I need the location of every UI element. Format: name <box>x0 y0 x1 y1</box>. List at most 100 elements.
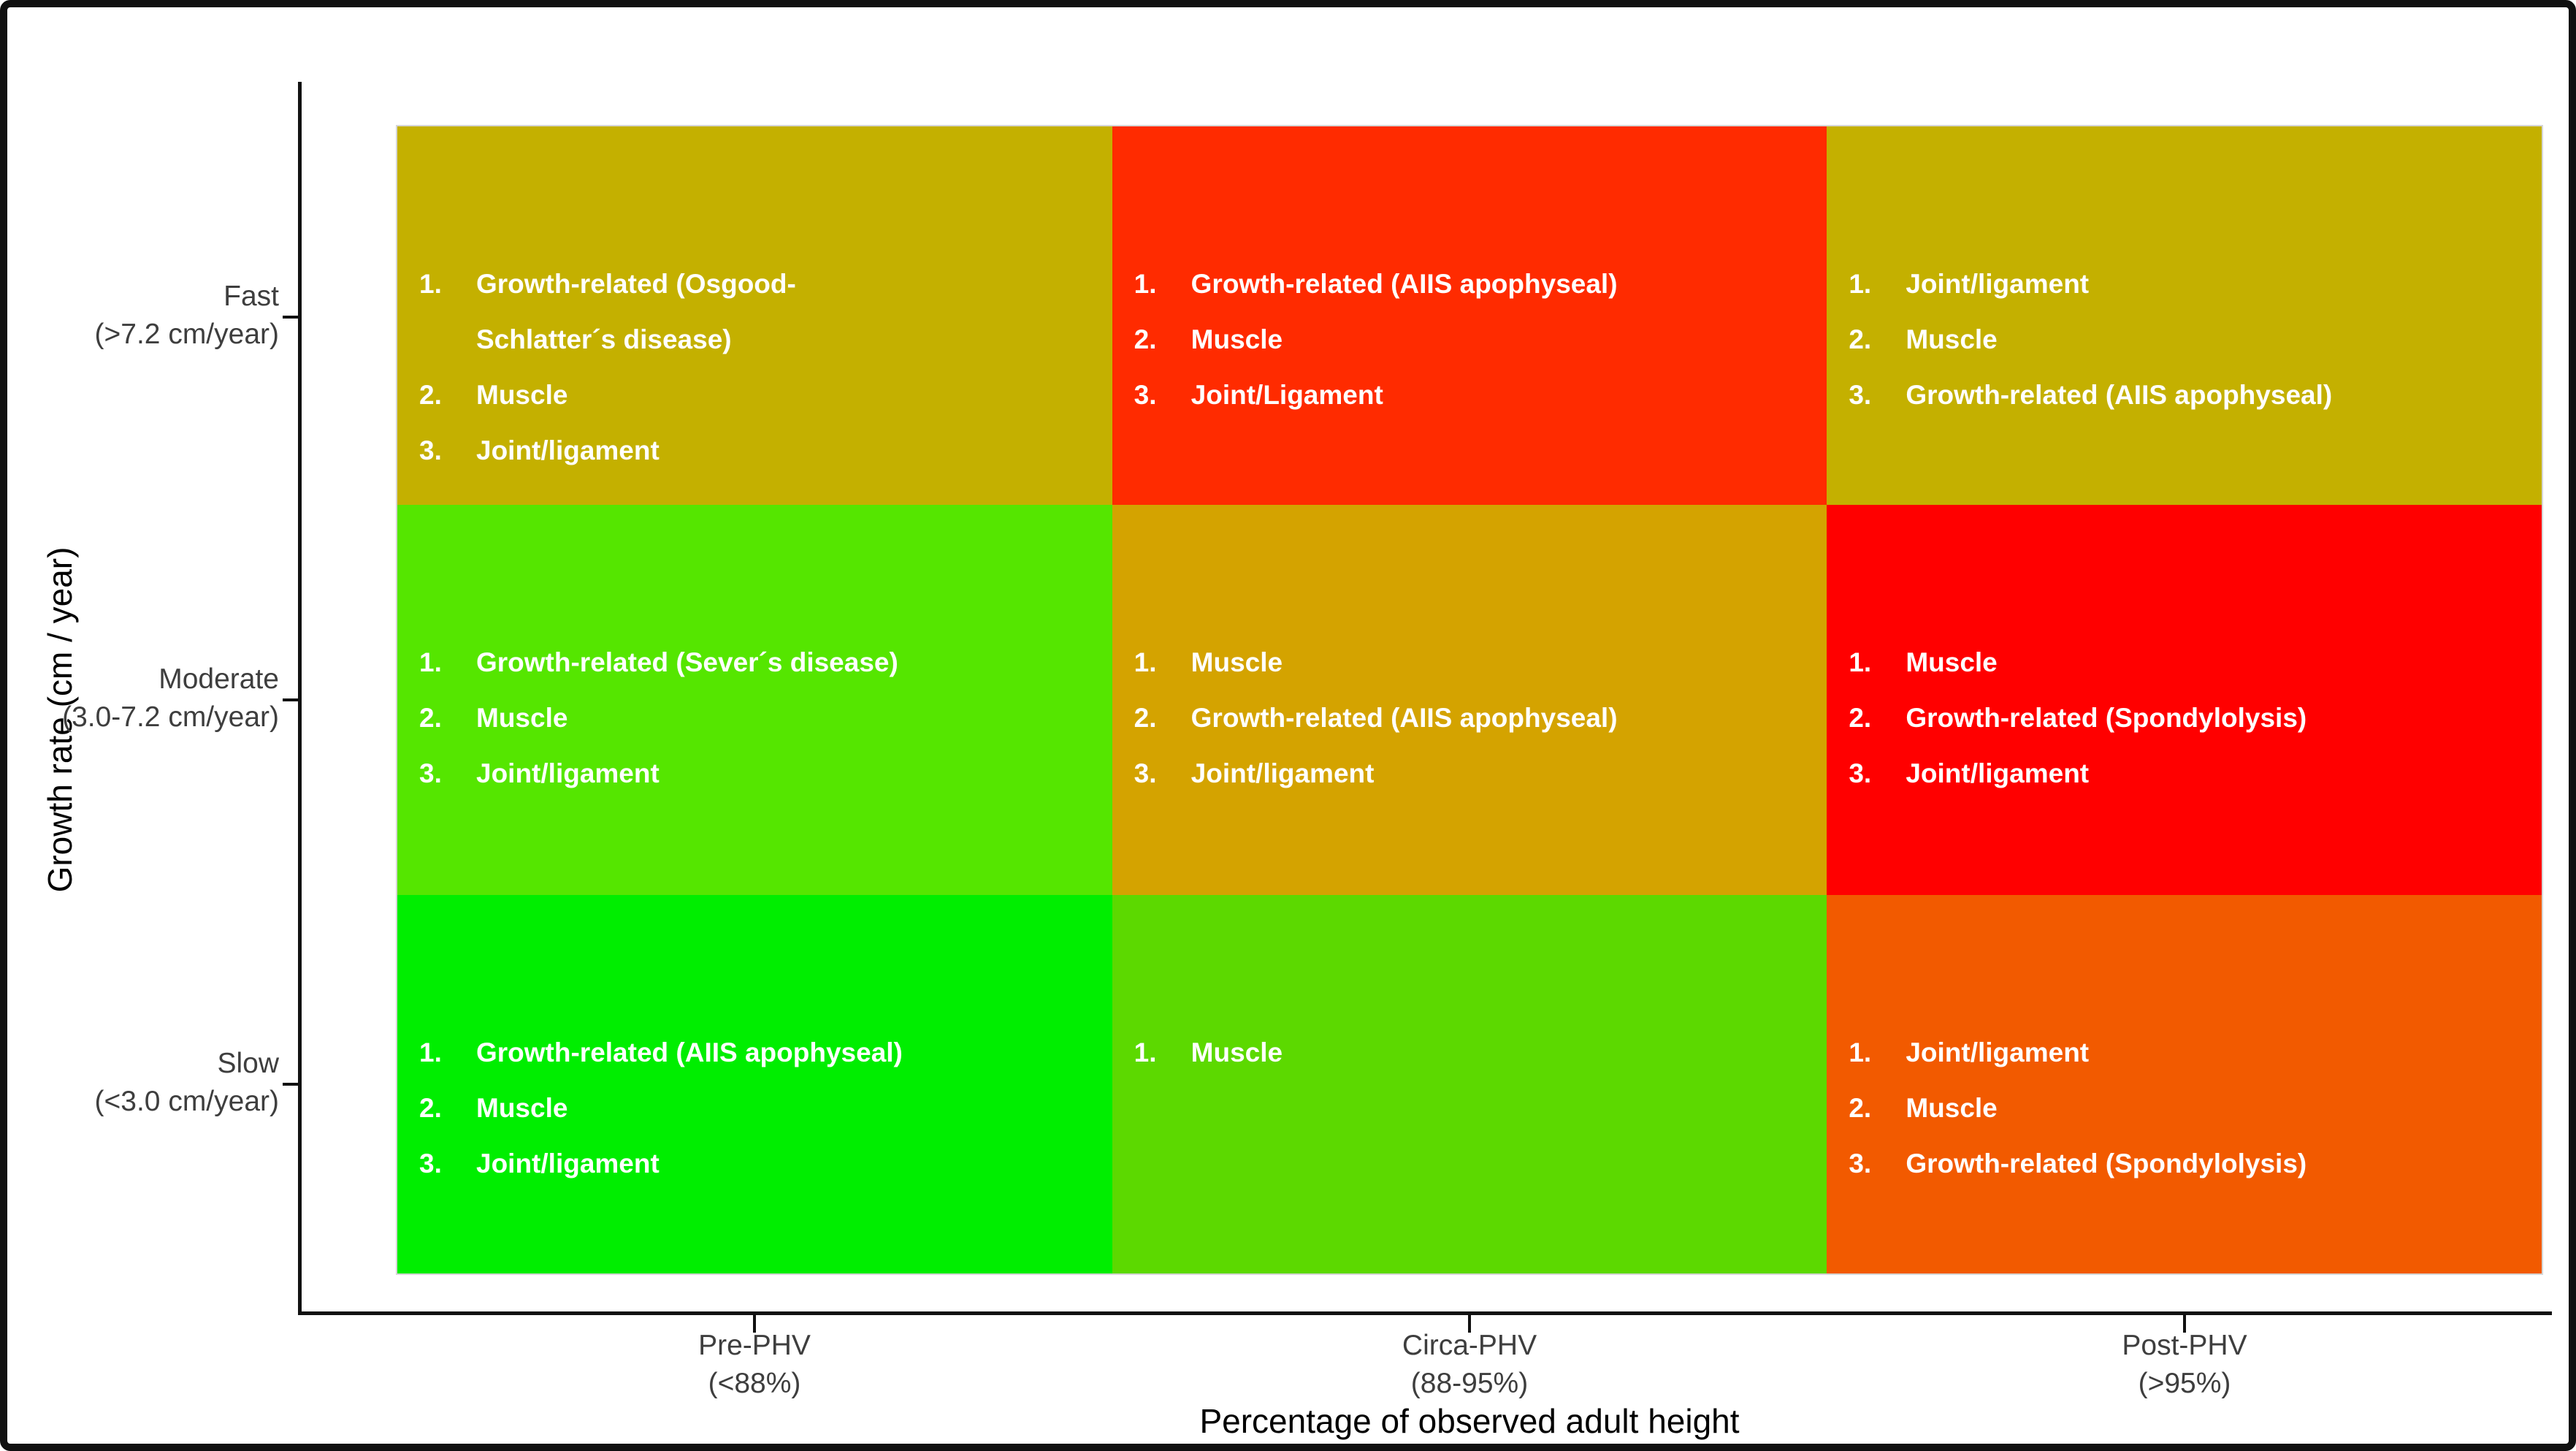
injury-list: 1. Growth-related (Sever´s disease) 2. Musc… <box>419 635 1099 801</box>
list-item-text: Muscle <box>1190 647 1283 678</box>
y-tick-label: Moderate (3.0-7.2 cm/year) <box>62 663 279 733</box>
list-item: 1. Growth-related (Osgood- Schlatter´s dis… <box>419 256 1099 367</box>
list-item-text: Joint/ligament <box>476 435 660 465</box>
list-item-text: Muscle <box>1190 324 1283 354</box>
list-item: 3. Joint/ligament <box>419 746 1099 801</box>
list-item-number: 1. <box>1134 647 1157 678</box>
list-item: 1. Muscle <box>1134 1025 1814 1081</box>
injury-list: 1. Muscle 2. Growth-related (Spondylolysis)… <box>1849 635 2529 801</box>
list-item-number: 2. <box>419 1092 442 1123</box>
list-item: 3. Joint/ligament <box>1849 746 2529 801</box>
matrix-cell: 1. Muscle <box>1112 894 1827 1273</box>
list-item-number: 3. <box>419 758 442 789</box>
matrix-grid: 1. Growth-related (Osgood- Schlatter´s dis… <box>396 125 2543 1275</box>
list-item: 2. Muscle <box>1849 312 2529 367</box>
list-item-number: 1. <box>1849 1037 1872 1067</box>
list-item-text: Growth-related (AIIS apophyseal) <box>1190 269 1618 299</box>
matrix-cell: 1. Growth-related (AIIS apophyseal) 2. Musc… <box>1112 126 1827 506</box>
list-item-text: Joint/ligament <box>1906 758 2090 789</box>
x-tick-label: Pre-PHV (<88%) <box>698 1330 811 1399</box>
list-item-text: Growth-related (AIIS apophyseal) <box>1190 703 1618 734</box>
list-item: 3. Joint/ligament <box>1134 746 1814 801</box>
list-item-text: Muscle <box>1906 1092 1998 1123</box>
matrix-cell: 1. Muscle 2. Growth-related (AIIS apophysea… <box>1112 505 1827 895</box>
list-item-number: 3. <box>419 1148 442 1178</box>
list-item-text: Joint/ligament <box>1190 758 1375 789</box>
list-item-text: Growth-related (Osgood- Schlatter´s disea… <box>476 269 796 354</box>
list-item-number: 1. <box>419 269 442 299</box>
list-item: 2. Growth-related (Spondylolysis) <box>1849 690 2529 746</box>
list-item: 3. Joint/ligament <box>419 423 1099 479</box>
list-item-number: 2. <box>1849 703 1872 734</box>
list-item-number: 1. <box>1849 269 1872 299</box>
list-item-number: 1. <box>419 1037 442 1067</box>
list-item-number: 1. <box>1134 269 1157 299</box>
list-item-number: 2. <box>419 703 442 734</box>
list-item-text: Muscle <box>476 1092 568 1123</box>
list-item: 1. Growth-related (AIIS apophyseal) <box>419 1025 1099 1081</box>
y-tick-mark <box>283 316 299 319</box>
list-item: 2. Muscle <box>419 690 1099 746</box>
list-item-number: 2. <box>1849 1092 1872 1123</box>
list-item-text: Muscle <box>476 703 568 734</box>
list-item: 2. Muscle <box>1849 1081 2529 1136</box>
list-item-number: 2. <box>1134 324 1157 354</box>
list-item: 3. Joint/Ligament <box>1134 367 1814 423</box>
matrix-cell: 1. Growth-related (AIIS apophyseal) 2. Musc… <box>397 894 1112 1273</box>
matrix-cell: 1. Growth-related (Sever´s disease) 2. Musc… <box>397 505 1112 895</box>
list-item: 2. Muscle <box>1134 312 1814 367</box>
injury-list: 1. Growth-related (AIIS apophyseal) 2. Musc… <box>1134 256 1814 423</box>
matrix-cell: 1. Joint/ligament 2. Muscle 3. Growth-related… <box>1827 894 2542 1273</box>
list-item: 3. Joint/ligament <box>419 1136 1099 1192</box>
injury-list: 1. Muscle <box>1134 1025 1814 1081</box>
list-item: 2. Muscle <box>419 1081 1099 1136</box>
list-item-text: Growth-related (Spondylolysis) <box>1906 1148 2307 1178</box>
list-item: 1. Growth-related (Sever´s disease) <box>419 635 1099 690</box>
x-tick-mark <box>2183 1314 2186 1333</box>
list-item: 1. Growth-related (AIIS apophyseal) <box>1134 256 1814 312</box>
list-item-number: 1. <box>419 647 442 678</box>
list-item-text: Muscle <box>1190 1037 1283 1067</box>
x-axis-line <box>298 1311 2552 1315</box>
injury-list: 1. Joint/ligament 2. Muscle 3. Growth-related… <box>1849 1025 2529 1192</box>
x-tick-label: Post-PHV (>95%) <box>2122 1330 2247 1399</box>
y-tick-label: Fast (>7.2 cm/year) <box>94 281 280 350</box>
x-tick-mark <box>753 1314 756 1333</box>
x-tick-label: Circa-PHV (88-95%) <box>1402 1330 1537 1399</box>
list-item-number: 3. <box>1849 380 1872 410</box>
list-item-text: Joint/ligament <box>476 1148 660 1178</box>
list-item-number: 3. <box>1134 758 1157 789</box>
matrix-cell: 1. Muscle 2. Growth-related (Spondylolysis)… <box>1827 505 2542 895</box>
list-item: 1. Joint/ligament <box>1849 256 2529 312</box>
list-item-number: 3. <box>1849 1148 1872 1178</box>
list-item: 2. Growth-related (AIIS apophyseal) <box>1134 690 1814 746</box>
list-item-text: Joint/ligament <box>1906 1037 2090 1067</box>
list-item-text: Muscle <box>1906 324 1998 354</box>
list-item-number: 1. <box>1849 647 1872 678</box>
list-item-number: 3. <box>1849 758 1872 789</box>
list-item-number: 2. <box>419 380 442 410</box>
list-item: 1. Muscle <box>1849 635 2529 690</box>
list-item-text: Growth-related (AIIS apophyseal) <box>476 1037 903 1067</box>
list-item-text: Joint/ligament <box>476 758 660 789</box>
x-axis-title: Percentage of observed adult height <box>1199 1402 1740 1440</box>
y-tick-mark <box>283 1083 299 1086</box>
injury-list: 1. Joint/ligament 2. Muscle 3. Growth-related… <box>1849 256 2529 423</box>
list-item-number: 2. <box>1134 703 1157 734</box>
list-item-number: 2. <box>1849 324 1872 354</box>
list-item: 2. Muscle <box>419 367 1099 423</box>
list-item-number: 3. <box>419 435 442 465</box>
list-item-text: Joint/Ligament <box>1190 380 1383 410</box>
y-tick-label: Slow (<3.0 cm/year) <box>94 1048 280 1117</box>
matrix-cell: 1. Growth-related (Osgood- Schlatter´s dis… <box>397 126 1112 506</box>
y-axis-line <box>298 82 302 1315</box>
list-item-number: 1. <box>1134 1037 1157 1067</box>
list-item-text: Muscle <box>476 380 568 410</box>
x-tick-mark <box>1468 1314 1471 1333</box>
list-item: 1. Joint/ligament <box>1849 1025 2529 1081</box>
matrix-cell: 1. Joint/ligament 2. Muscle 3. Growth-related… <box>1827 126 2542 506</box>
list-item-text: Growth-related (AIIS apophyseal) <box>1906 380 2333 410</box>
injury-list: 1. Growth-related (Osgood- Schlatter´s dis… <box>419 256 1099 479</box>
list-item: 1. Muscle <box>1134 635 1814 690</box>
